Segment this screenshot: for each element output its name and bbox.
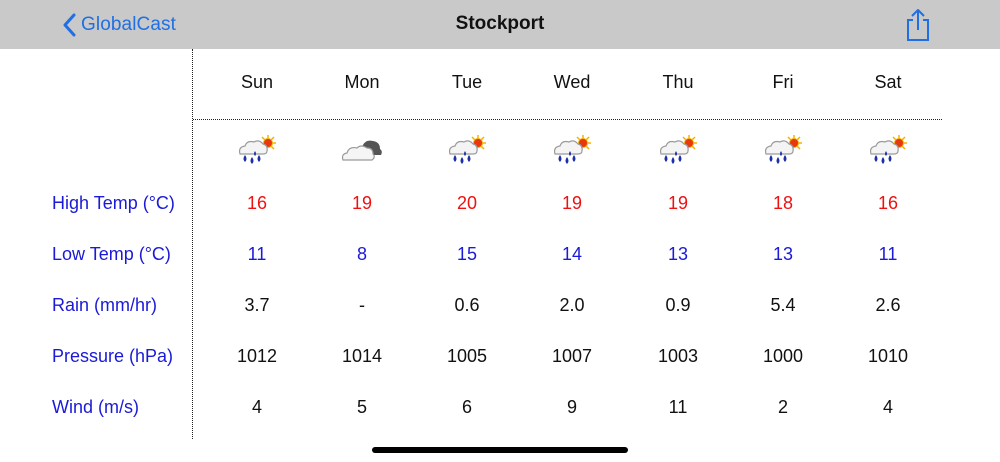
navigation-bar: GlobalCast Stockport [0,0,1000,49]
back-button-label: GlobalCast [81,14,176,35]
pressure-value: 1000 [762,346,804,366]
day-header-tue: Tue [451,72,483,92]
day-header-fri: Fri [772,72,794,92]
low-temp-value: 14 [561,244,583,264]
day-header-mon: Mon [344,72,380,92]
rain-sun-icon [445,133,489,167]
low-temp-value: 11 [247,244,267,264]
rain-value: 0.6 [454,295,480,315]
rain-value: 2.0 [559,295,585,315]
rain-sun-icon [235,133,279,167]
rain-value: 0.9 [665,295,691,315]
wind-value: 9 [566,397,577,417]
pressure-value: 1005 [446,346,488,366]
high-temp-value: 16 [246,193,268,213]
share-button[interactable] [904,8,932,42]
low-temp-value: 8 [356,244,367,264]
cloud-icon [340,133,384,167]
pressure-value: 1007 [551,346,593,366]
share-icon [904,9,932,46]
high-temp-value: 19 [561,193,583,213]
pressure-value: 1003 [657,346,699,366]
wind-value: 6 [461,397,472,417]
day-header-sat: Sat [874,72,902,92]
pressure-value: 1014 [341,346,383,366]
high-temp-value: 19 [667,193,689,213]
wind-value: 11 [668,397,688,417]
day-header-wed: Wed [553,72,591,92]
home-indicator [372,447,628,453]
wind-value: 2 [777,397,788,417]
rain-sun-icon [656,133,700,167]
low-temp-value: 11 [878,244,898,264]
rain-sun-icon [550,133,594,167]
wind-label: Wind (m/s) [52,397,139,417]
rain-sun-icon [866,133,910,167]
high-temp-value: 18 [772,193,794,213]
high-temp-value: 16 [877,193,899,213]
pressure-value: 1012 [236,346,278,366]
pressure-label: Pressure (hPa) [52,346,174,366]
wind-value: 5 [356,397,367,417]
rain-sun-icon [761,133,805,167]
rain-value: 2.6 [875,295,901,315]
low-temp-value: 13 [772,244,794,264]
low-temp-value: 13 [667,244,689,264]
rain-value: - [359,295,365,315]
wind-value: 4 [251,397,262,417]
header-divider [193,119,942,120]
pressure-value: 1010 [867,346,909,366]
wind-value: 4 [882,397,893,417]
high-temp-label: High Temp (°C) [52,193,175,213]
low-temp-value: 15 [456,244,478,264]
page-title: Stockport [455,13,545,34]
high-temp-value: 19 [351,193,373,213]
chevron-left-icon [62,13,76,37]
low-temp-label: Low Temp (°C) [52,244,171,264]
day-header-sun: Sun [240,72,274,92]
back-button[interactable]: GlobalCast [62,11,176,39]
row-label-divider [192,49,193,439]
rain-label: Rain (mm/hr) [52,295,158,315]
day-header-thu: Thu [662,72,694,92]
rain-value: 5.4 [770,295,796,315]
rain-value: 3.7 [244,295,270,315]
high-temp-value: 20 [456,193,478,213]
